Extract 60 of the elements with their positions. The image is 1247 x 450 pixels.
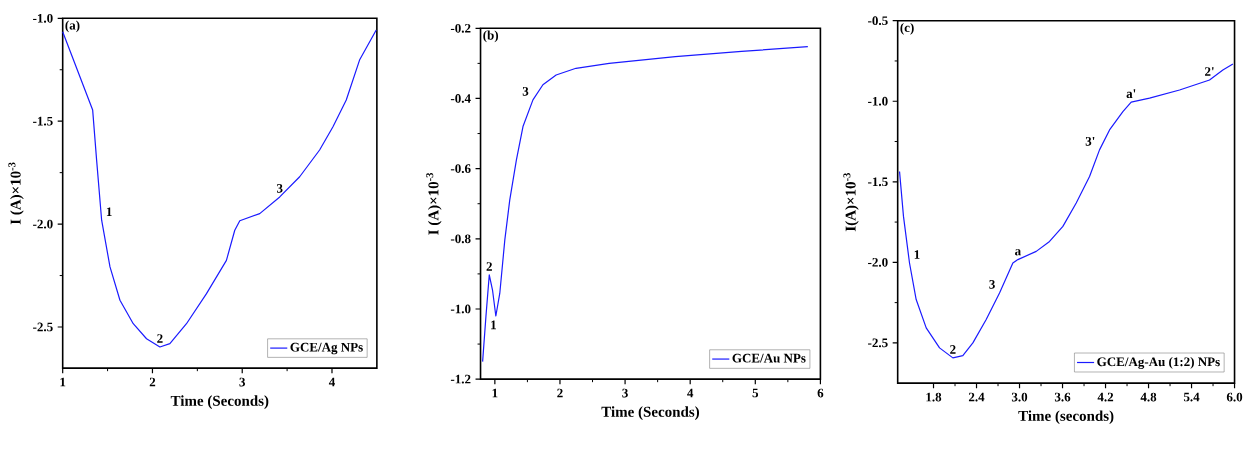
annotation: 2 [157,334,163,343]
annotation: (b) [483,30,499,43]
legend-label: GCE/Ag-Au (1:2) NPs [1097,357,1220,369]
annotation: 3' [1085,137,1095,146]
annotation: 1 [491,320,496,330]
x-tick-label: 4.8 [1140,392,1157,402]
annotation: 3 [989,280,995,289]
y-axis-title: I (A)×10$^{-3}$ [426,173,442,235]
legend-label: GCE/Ag NPs [290,342,363,355]
annotation: 1 [106,207,112,217]
x-tick-label: 5 [752,388,759,398]
x-tick-label: 4.2 [1097,392,1114,402]
line-series [898,63,1234,359]
legend-label: GCE/Au NPs [732,353,806,363]
annotation: 3 [276,184,283,193]
x-tick-label: 3 [622,388,628,398]
x-tick-label: 6.0 [1226,392,1243,402]
y-tick-label: -0.4 [450,94,471,103]
y-tick-label: -1.0 [868,96,888,106]
x-tick-label: 2 [149,377,156,387]
x-axis-title: Time (seconds) [1018,410,1114,425]
annotation: 1 [914,250,920,259]
x-tick-label: 3.0 [1011,392,1028,402]
y-tick-label: -0.2 [450,23,471,33]
x-tick-label: 5.4 [1183,392,1200,402]
annotation: (c) [900,22,914,35]
x-tick-label: 6 [817,388,824,398]
y-tick-label: -1.5 [868,177,888,187]
x-tick-label: 1 [492,388,498,398]
annotation: a [1015,249,1021,256]
y-axis-title: I(A)×10$^{-3}$ [843,173,859,232]
y-tick-label: -2.5 [33,322,53,332]
x-tick-label: 3 [239,377,246,387]
y-tick-label: -1.5 [33,116,53,126]
x-tick-label: 4 [328,377,335,387]
line-series [482,46,809,363]
y-tick-label: -0.5 [868,16,888,26]
x-tick-label: 3.6 [1054,392,1071,402]
y-tick-label: -2.5 [868,338,888,348]
annotation: a' [1126,89,1136,99]
x-tick-label: 1 [60,377,66,387]
y-tick-label: -1.0 [450,304,471,314]
y-tick-label: -2.0 [868,258,888,267]
x-tick-label: 2 [557,388,563,398]
y-tick-label: -0.6 [450,164,471,174]
annotation: 2 [950,345,956,354]
y-tick-label: -0.8 [450,234,471,244]
y-axis-title: I (A)×10$^{-3}$ [8,162,24,225]
x-tick-label: 2.4 [968,392,985,402]
x-axis-title: Time (Seconds) [170,395,269,409]
x-tick-label: 4 [687,388,694,398]
annotation: 3 [522,87,529,96]
annotation: 2 [486,262,492,271]
y-tick-label: -2.0 [33,219,53,229]
annotation: 2' [1205,67,1214,76]
x-tick-label: 1.8 [926,392,942,402]
x-axis-title: Time (Seconds) [601,406,700,420]
y-tick-label: -1.0 [33,13,53,23]
annotation: (a) [65,20,80,33]
y-tick-label: -1.2 [450,374,471,384]
